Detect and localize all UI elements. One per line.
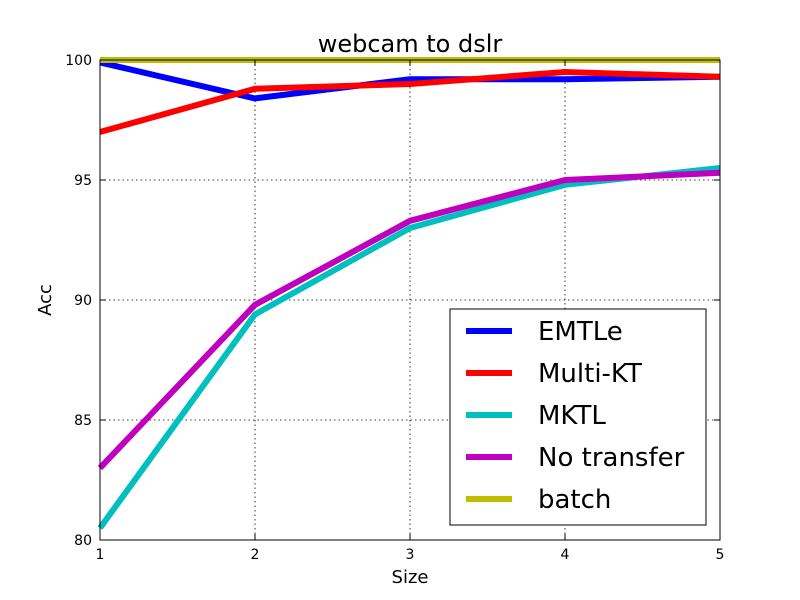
legend-label-mktl: MKTL [538,401,606,431]
x-tick-label: 3 [406,547,415,563]
y-tick-label: 80 [74,533,92,549]
legend: EMTLe Multi-KT MKTL No transfer batch [449,308,707,526]
y-tick-label: 90 [74,293,92,309]
series-line-multi-kt [99,69,721,135]
x-tick-label: 1 [96,547,105,563]
y-tick-label: 85 [74,413,92,429]
y-tick-label: 95 [74,173,92,189]
x-tick-label: 4 [561,547,570,563]
legend-label-batch: batch [538,485,611,515]
x-tick-label: 2 [251,547,260,563]
legend-label-no-transfer: No transfer [538,443,685,473]
legend-label-emtle: EMTLe [538,317,623,347]
series-line-no-transfer [97,169,721,471]
y-tick-label: 100 [65,53,92,69]
x-tick-label: 5 [716,547,725,563]
series-line-emtle [99,59,721,102]
y-axis-label: Acc [35,284,56,316]
legend-label-multi-kt: Multi-KT [538,359,642,389]
grid-lines [100,60,720,540]
x-axis-label: Size [392,567,429,588]
axis-ticks: 1 2 3 4 5 80 85 90 95 100 [65,53,724,563]
chart-title: webcam to dslr [318,30,503,58]
